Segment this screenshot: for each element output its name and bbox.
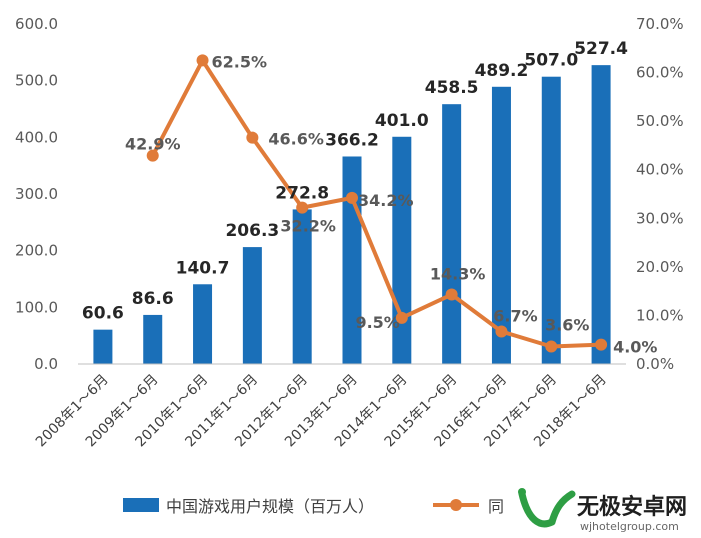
line-point — [246, 131, 259, 144]
left-tick-label: 500.0 — [15, 72, 58, 90]
right-tick-label: 50.0% — [636, 112, 684, 130]
watermark-sub-text: wjhotelgroup.com — [580, 520, 679, 533]
line-path — [150, 58, 602, 349]
line-value-label: 34.2% — [358, 191, 414, 210]
left-tick-label: 100.0 — [15, 298, 58, 316]
bar — [143, 314, 163, 364]
bar — [242, 247, 262, 364]
bar — [442, 104, 462, 364]
left-tick-label: 400.0 — [15, 128, 58, 146]
line-point — [146, 149, 159, 162]
bar — [591, 65, 611, 364]
line-value-label: 42.9% — [125, 135, 181, 154]
bar — [93, 329, 113, 364]
line-point — [346, 191, 358, 204]
watermark-main-text: 无极安卓网 — [577, 494, 687, 520]
line-point — [495, 325, 508, 338]
line-point — [595, 338, 608, 351]
legend-bar-swatch — [123, 498, 159, 512]
line-value-label: 62.5% — [212, 52, 268, 71]
line-point — [545, 340, 558, 353]
line-point — [395, 311, 408, 324]
line-value-label: 32.2% — [280, 217, 336, 236]
right-tick-label: 30.0% — [636, 209, 684, 227]
bar — [342, 156, 362, 364]
right-y-axis: 0.0% 10.0% 20.0% 30.0% 40.0% 50.0% 60.0% 70.0% — [636, 15, 684, 373]
line-value-label: 14.3% — [430, 265, 486, 284]
right-tick-label: 60.0% — [636, 64, 684, 82]
bar-value-label: 527.4 — [574, 39, 628, 59]
watermark-logo-icon — [518, 488, 576, 528]
right-tick-label: 0.0% — [636, 355, 674, 373]
left-tick-label: 0.0 — [34, 355, 58, 373]
bar-value-label: 60.6 — [82, 304, 124, 324]
bar — [193, 284, 213, 364]
line-value-label: 9.5% — [355, 313, 399, 332]
line-value-label: 4.0% — [613, 338, 657, 357]
line-value-label: 3.6% — [545, 316, 589, 335]
line-point — [445, 288, 458, 301]
bar-value-label: 206.3 — [225, 221, 279, 241]
left-tick-label: 600.0 — [15, 15, 58, 33]
right-tick-label: 70.0% — [636, 15, 684, 33]
bar-value-label: 272.8 — [275, 183, 329, 203]
line-data-labels: 42.9% 62.5% 46.6% 32.2% 34.2% 9.5% 14.3% 6.7% 3.… — [125, 52, 657, 356]
legend: 中国游戏用户规模（百万人） 同 — [123, 497, 504, 516]
bar-value-label: 507.0 — [524, 51, 578, 71]
x-axis: 2008年1～6月2009年1～6月2010年1～6月2011年1～6月2012… — [33, 363, 626, 450]
legend-line-label: 同 — [488, 497, 504, 516]
bar-value-label: 86.6 — [132, 289, 174, 309]
bar-value-label: 401.0 — [375, 111, 429, 131]
bar-value-label: 489.2 — [475, 61, 529, 81]
line-value-label: 6.7% — [493, 306, 537, 325]
line-value-label: 46.6% — [268, 130, 324, 149]
bar — [292, 209, 312, 364]
bar-value-label: 366.2 — [325, 130, 379, 150]
right-tick-label: 40.0% — [636, 161, 684, 179]
legend-line-marker — [450, 499, 462, 511]
bar-value-label: 458.5 — [425, 78, 479, 98]
bar — [491, 86, 511, 364]
left-y-axis: 0.0 100.0 200.0 300.0 400.0 500.0 600.0 — [15, 15, 58, 373]
right-tick-label: 20.0% — [636, 258, 684, 276]
line-point — [296, 201, 309, 214]
line-series — [146, 54, 608, 353]
legend-bar-label: 中国游戏用户规模（百万人） — [166, 497, 374, 516]
bar — [541, 76, 561, 364]
right-tick-label: 10.0% — [636, 306, 684, 324]
left-tick-label: 200.0 — [15, 242, 58, 260]
line-point — [196, 54, 209, 67]
left-tick-label: 300.0 — [15, 185, 58, 203]
bar-value-label: 140.7 — [176, 258, 230, 278]
watermark-backdrop — [508, 482, 698, 536]
watermark: 无极安卓网 wjhotelgroup.com — [508, 482, 698, 536]
